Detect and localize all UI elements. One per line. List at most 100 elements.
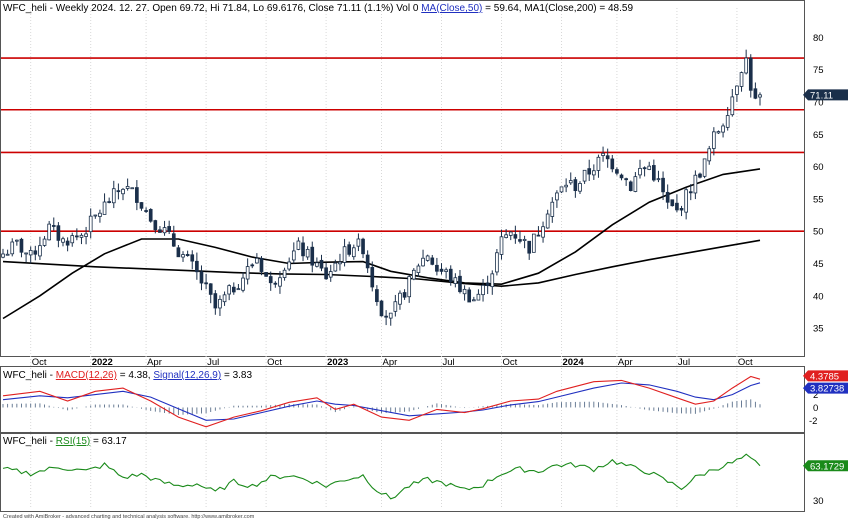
horizontal-levels <box>1 57 804 233</box>
candle <box>213 290 218 315</box>
candle <box>490 270 495 295</box>
candle <box>56 222 61 248</box>
candle <box>245 258 250 285</box>
candle <box>84 226 88 245</box>
candle <box>171 225 176 247</box>
footer-credit: Created with AmiBroker - advanced charti… <box>3 514 255 520</box>
candle <box>310 241 315 273</box>
macd-value: = 4.38, <box>120 370 154 381</box>
candle <box>448 265 453 286</box>
svg-text:3.82738: 3.82738 <box>810 384 844 395</box>
candle <box>375 285 379 306</box>
y-tick-label: 70 <box>813 98 824 109</box>
candle <box>624 177 628 186</box>
candle <box>739 71 744 92</box>
candle <box>679 205 684 217</box>
candle <box>33 245 38 261</box>
candle <box>388 312 393 326</box>
candle <box>75 228 79 241</box>
candle <box>125 178 130 191</box>
rsi-label: RSI(15) <box>56 436 90 447</box>
candle <box>65 237 70 252</box>
candle <box>93 214 98 219</box>
candle <box>315 257 319 268</box>
candle <box>79 233 84 245</box>
candle <box>291 242 296 264</box>
candle <box>541 221 545 243</box>
candle <box>407 275 412 303</box>
y-tick-label: 35 <box>813 324 824 335</box>
price-header: WFC_heli - Weekly 2024. 12. 27. Open 69.… <box>3 3 633 14</box>
y-tick-label: 80 <box>813 33 824 44</box>
svg-text:71.11: 71.11 <box>810 90 833 101</box>
candle <box>587 159 592 181</box>
candle <box>735 85 739 102</box>
signal-label: Signal(12,26,9) <box>153 370 221 381</box>
ma50-value: = 59.64, <box>485 3 524 14</box>
ma50-line <box>2 168 761 320</box>
rsi-value: = 63.17 <box>93 436 127 447</box>
candle <box>628 180 633 192</box>
candle <box>296 237 301 251</box>
candle <box>338 253 342 271</box>
candle <box>384 310 388 326</box>
candle <box>748 54 753 98</box>
candle <box>531 233 536 253</box>
candle <box>273 281 278 288</box>
macd-panel <box>0 366 805 433</box>
x-tick-label: Jul <box>678 357 690 368</box>
candle <box>319 254 324 272</box>
candle <box>499 229 504 260</box>
candle <box>222 291 227 306</box>
candle <box>698 172 702 179</box>
x-tick-label: Apr <box>147 357 162 368</box>
candle <box>504 229 508 239</box>
candle <box>513 225 518 244</box>
candle <box>301 236 305 262</box>
candle <box>439 263 444 275</box>
candle <box>241 272 245 293</box>
x-tick-label: Jul <box>207 357 219 368</box>
macd-y-tick: 2 <box>813 390 818 401</box>
candle <box>38 236 42 260</box>
candle <box>51 217 56 231</box>
x-tick-label: Oct <box>503 357 518 368</box>
macd-y-tick: -2 <box>809 416 817 427</box>
rsi-header: WFC_heli - RSI(15) = 63.17 <box>3 436 127 447</box>
rsi-panel <box>0 433 805 512</box>
candle <box>481 278 485 302</box>
candle <box>195 252 199 280</box>
candle <box>744 49 748 75</box>
candle <box>10 238 15 257</box>
candle <box>208 283 213 304</box>
rsi-series <box>2 453 761 500</box>
candle <box>693 170 698 200</box>
candle <box>116 183 121 200</box>
y-tick-label: 45 <box>813 259 824 270</box>
candle <box>416 263 421 278</box>
ma50-label: MA(Close,50) <box>421 3 482 14</box>
candle <box>518 230 522 244</box>
candle <box>670 199 675 207</box>
x-tick-label: Apr <box>618 357 633 368</box>
candle <box>411 268 416 281</box>
candle <box>356 233 361 252</box>
candle <box>564 178 568 193</box>
x-tick-label: 2022 <box>92 357 113 368</box>
candle <box>148 208 153 223</box>
candle <box>135 180 139 211</box>
candle <box>1 248 5 259</box>
candle <box>333 259 338 272</box>
candle <box>712 127 716 156</box>
y-tick-label: 50 <box>813 227 824 238</box>
candle <box>596 154 601 178</box>
candle <box>204 273 208 290</box>
y-tick-label: 55 <box>813 194 824 205</box>
candle <box>707 145 712 165</box>
candle <box>582 169 587 184</box>
signal-last-badge: 3.82738 <box>803 382 848 395</box>
ma200-line <box>2 239 761 288</box>
candle <box>601 146 605 162</box>
candle <box>278 271 282 294</box>
candle <box>652 159 656 182</box>
